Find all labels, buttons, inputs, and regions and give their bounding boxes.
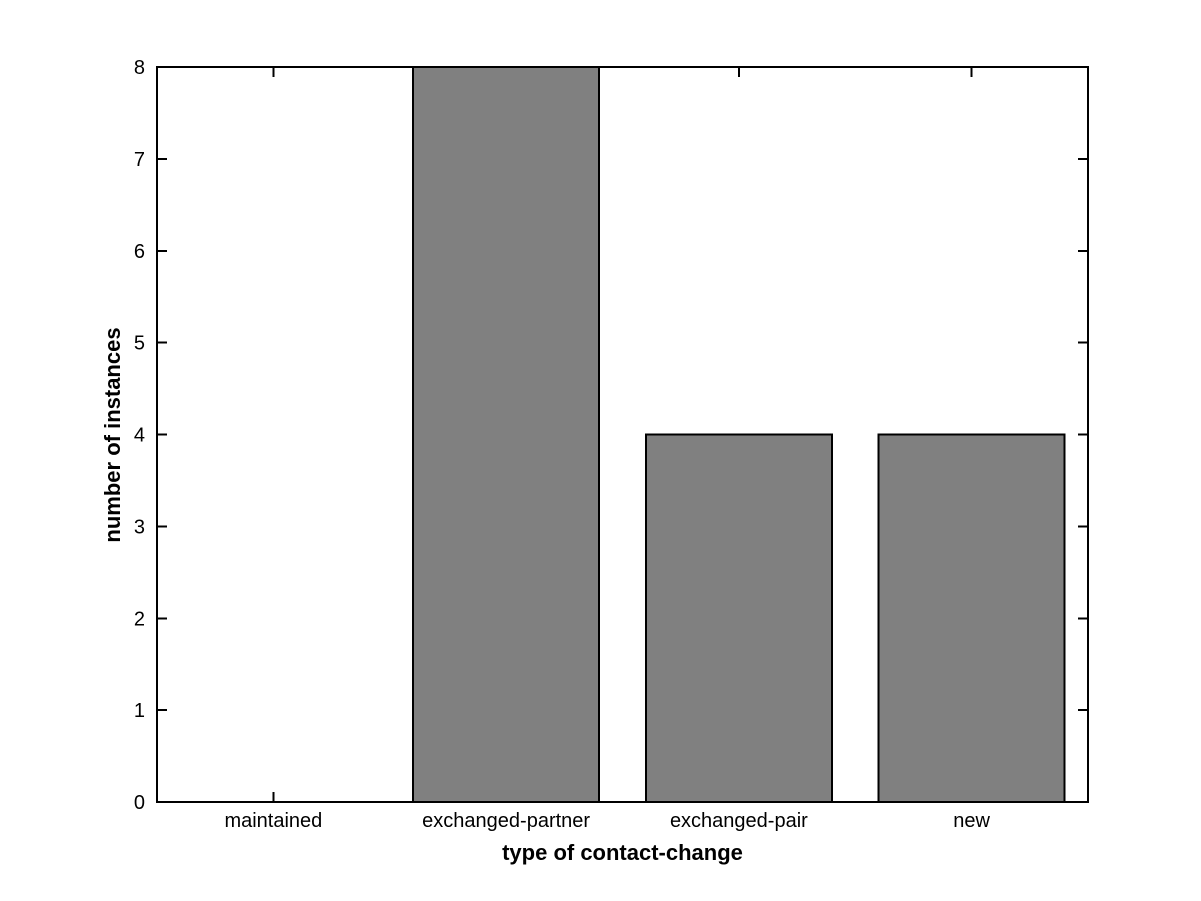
y-tick-label: 3: [134, 516, 145, 538]
y-tick-label: 2: [134, 608, 145, 630]
y-tick-label: 0: [134, 792, 145, 814]
bar-exchanged-pair: [644, 433, 833, 803]
y-tick-label: 4: [134, 425, 145, 447]
bar-exchanged-partner: [412, 66, 601, 803]
bar-new: [877, 433, 1066, 803]
x-tick-label: exchanged-partner: [422, 810, 590, 832]
y-tick-label: 6: [134, 241, 145, 263]
y-tick-label: 5: [134, 333, 145, 355]
x-tick-label: new: [953, 810, 990, 832]
y-tick-label: 1: [134, 700, 145, 722]
x-tick-label: exchanged-pair: [670, 810, 808, 832]
y-tick-label: 8: [134, 57, 145, 79]
y-axis-title: number of instances: [100, 327, 125, 543]
x-tick-label: maintained: [224, 810, 322, 832]
y-tick-label: 7: [134, 149, 145, 171]
x-axis-title: type of contact-change: [502, 840, 743, 865]
